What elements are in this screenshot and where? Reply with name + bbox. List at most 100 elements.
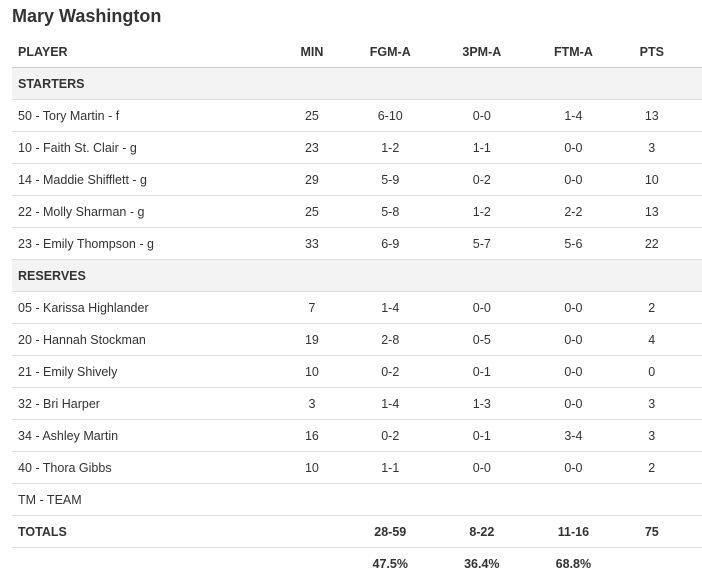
fgm-percentage: 47.5% [372, 556, 408, 571]
3pm-cell: 1-1 [418, 131, 546, 164]
header-min: MIN [261, 36, 363, 68]
reserves-label: RESERVES [12, 259, 702, 292]
fgm-total: 28-59 [362, 515, 419, 548]
ftm-cell: 3-4 [545, 419, 602, 452]
table-row: 05 - Karissa Highlander 7 1-4 0-0 0-0 2 [12, 291, 702, 324]
table-row: 32 - Bri Harper 3 1-4 1-3 0-0 3 [12, 387, 702, 420]
table-row: 10 - Faith St. Clair - g 23 1-2 1-1 0-0 … [12, 131, 702, 164]
3pm-cell: 0-2 [418, 163, 546, 196]
ftm-cell: 0-0 [545, 355, 602, 388]
ftm-cell: 0-0 [545, 387, 602, 420]
3pm-cell: 5-7 [418, 227, 546, 260]
ftm-cell: 1-4 [545, 99, 602, 132]
ftm-cell: 0-0 [545, 323, 602, 356]
fgm-cell: 0-2 [362, 355, 419, 388]
pts-cell: 13 [601, 99, 702, 132]
3pm-cell [418, 483, 546, 516]
pts-cell: 0 [601, 355, 702, 388]
min-cell [261, 515, 363, 548]
min-cell: 25 [261, 99, 363, 132]
pts-cell: 2 [601, 451, 702, 484]
pts-cell: 22 [601, 227, 702, 260]
player-name: 05 - Karissa Highlander [12, 291, 262, 324]
table-row: 50 - Tory Martin - f 25 6-10 0-0 1-4 13 [12, 99, 702, 132]
fgm-cell: 1-4 [362, 291, 419, 324]
starters-label: STARTERS [12, 67, 702, 100]
empty-cell [602, 548, 702, 580]
pts-cell: 10 [601, 163, 702, 196]
ftm-cell: 2-2 [545, 195, 602, 228]
header-pts: PTS [601, 36, 702, 68]
player-name: 20 - Hannah Stockman [12, 323, 262, 356]
empty-cell [12, 548, 262, 580]
pts-cell [601, 483, 702, 516]
player-name: 21 - Emily Shively [12, 355, 262, 388]
ftm-cell: 0-0 [545, 163, 602, 196]
3pm-cell: 0-0 [418, 451, 546, 484]
totals-label: TOTALS [12, 515, 262, 548]
fgm-cell [362, 483, 419, 516]
reserves-section-row: RESERVES [12, 259, 702, 292]
min-cell: 25 [261, 195, 363, 228]
pts-cell: 13 [601, 195, 702, 228]
team-row: TM - TEAM [12, 483, 702, 516]
min-cell: 23 [261, 131, 363, 164]
team-name-title: Mary Washington [12, 6, 162, 26]
min-cell: 33 [261, 227, 363, 260]
fgm-cell: 1-2 [362, 131, 419, 164]
starters-section-row: STARTERS [12, 67, 702, 100]
min-cell: 16 [261, 419, 363, 452]
fgm-cell: 6-9 [362, 227, 419, 260]
player-name: 40 - Thora Gibbs [12, 451, 262, 484]
player-name: 10 - Faith St. Clair - g [12, 131, 262, 164]
header-player: PLAYER [12, 36, 262, 68]
header-row: PLAYER MIN FGM-A 3PM-A FTM-A PTS [12, 36, 702, 68]
fgm-cell: 1-4 [362, 387, 419, 420]
min-cell: 10 [261, 355, 363, 388]
box-score-table: PLAYER MIN FGM-A 3PM-A FTM-A PTS STARTER… [12, 36, 702, 579]
ftm-cell: 0-0 [545, 131, 602, 164]
3pm-cell: 0-5 [418, 323, 546, 356]
table-row: 20 - Hannah Stockman 19 2-8 0-5 0-0 4 [12, 323, 702, 356]
min-cell: 10 [261, 451, 363, 484]
min-cell: 3 [261, 387, 363, 420]
min-cell: 19 [261, 323, 363, 356]
ftm-percentage: 68.8% [555, 556, 592, 571]
table-row: 23 - Emily Thompson - g 33 6-9 5-7 5-6 2… [12, 227, 702, 260]
percentages-row: 47.5% 36.4% 68.8% [12, 548, 702, 580]
pts-total: 75 [601, 515, 702, 548]
pts-cell: 3 [601, 419, 702, 452]
player-name: 34 - Ashley Martin [12, 419, 262, 452]
pts-cell: 3 [601, 131, 702, 164]
table-row: 14 - Maddie Shifflett - g 29 5-9 0-2 0-0… [12, 163, 702, 196]
table-row: 22 - Molly Sharman - g 25 5-8 1-2 2-2 13 [12, 195, 702, 228]
player-name: 14 - Maddie Shifflett - g [12, 163, 262, 196]
pts-cell: 2 [601, 291, 702, 324]
ftm-total: 11-16 [545, 515, 602, 548]
fgm-cell: 6-10 [362, 99, 419, 132]
ftm-cell: 5-6 [545, 227, 602, 260]
ftm-cell: 0-0 [545, 291, 602, 324]
totals-row: TOTALS 28-59 8-22 11-16 75 [12, 515, 702, 548]
header-fgm: FGM-A [362, 36, 419, 68]
fgm-cell: 5-9 [362, 163, 419, 196]
ftm-cell [545, 483, 602, 516]
3pm-percentage: 36.4% [464, 556, 500, 571]
player-name: 22 - Molly Sharman - g [12, 195, 262, 228]
fgm-cell: 2-8 [362, 323, 419, 356]
header-3pm: 3PM-A [418, 36, 546, 68]
3pm-cell: 0-0 [418, 291, 546, 324]
header-ftm: FTM-A [545, 36, 602, 68]
ftm-cell: 0-0 [545, 451, 602, 484]
3pm-cell: 0-0 [418, 99, 546, 132]
fgm-cell: 5-8 [362, 195, 419, 228]
pts-cell: 3 [601, 387, 702, 420]
3pm-cell: 1-2 [418, 195, 546, 228]
player-name: TM - TEAM [12, 483, 262, 516]
3pm-cell: 0-1 [418, 419, 546, 452]
3pm-cell: 0-1 [418, 355, 546, 388]
pts-cell: 4 [601, 323, 702, 356]
table-row: 40 - Thora Gibbs 10 1-1 0-0 0-0 2 [12, 451, 702, 484]
min-cell: 29 [261, 163, 363, 196]
player-name: 32 - Bri Harper [12, 387, 262, 420]
